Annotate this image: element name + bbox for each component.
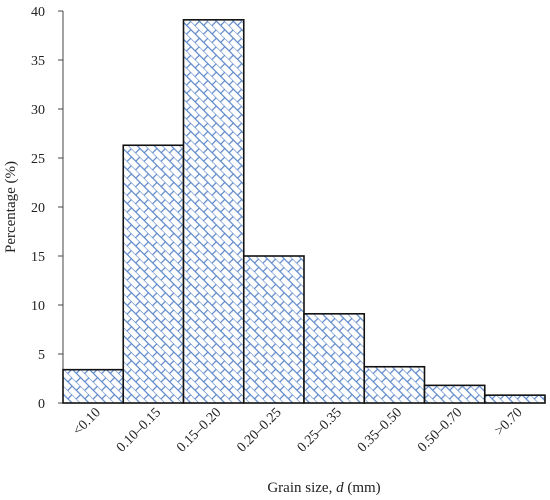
x-axis-tick-labels: <0.10 0.10–0.15 0.15–0.20 0.20–0.25 0.25–0.3… [70,405,525,455]
x-tick-label: >0.70 [492,405,526,439]
bar [363,365,426,404]
x-axis-title-unit: (mm) [344,480,381,496]
y-tick-label: 35 [31,54,45,69]
x-tick-label: 0.35–0.50 [355,405,405,455]
y-tick-label: 15 [31,250,45,265]
x-tick-label: 0.25–0.35 [295,405,345,455]
y-tick-label: 5 [38,348,45,363]
bar [423,384,486,404]
x-axis-title-prefix: Grain size, [267,480,336,496]
bar [62,368,125,404]
y-axis-ticks: 0 5 10 15 20 25 30 35 40 [31,5,63,412]
y-tick-label: 25 [31,152,45,167]
y-axis-title: Percentage (%) [3,161,19,253]
bar [483,394,546,404]
x-tick-label: 0.15–0.20 [174,405,224,455]
bar [303,313,366,404]
plot-area: 0 5 10 15 20 25 30 35 40 <0.10 0.10–0.15 0.15–0.20… [31,5,546,455]
x-tick-label: 0.50–0.70 [415,405,465,455]
x-axis-title: Grain size, d (mm) [267,480,380,496]
x-tick-label: 0.20–0.25 [234,405,284,455]
y-tick-label: 30 [31,103,45,118]
bar [182,19,245,404]
y-tick-label: 40 [31,5,45,20]
x-tick-label: 0.10–0.15 [114,405,164,455]
bar [122,144,185,404]
x-axis-title-variable: d [336,480,344,496]
y-tick-label: 10 [31,299,45,314]
bar [242,255,305,404]
y-tick-label: 0 [38,397,45,412]
y-tick-label: 20 [31,201,45,216]
bars [62,19,546,404]
x-tick-label: <0.10 [70,405,104,439]
